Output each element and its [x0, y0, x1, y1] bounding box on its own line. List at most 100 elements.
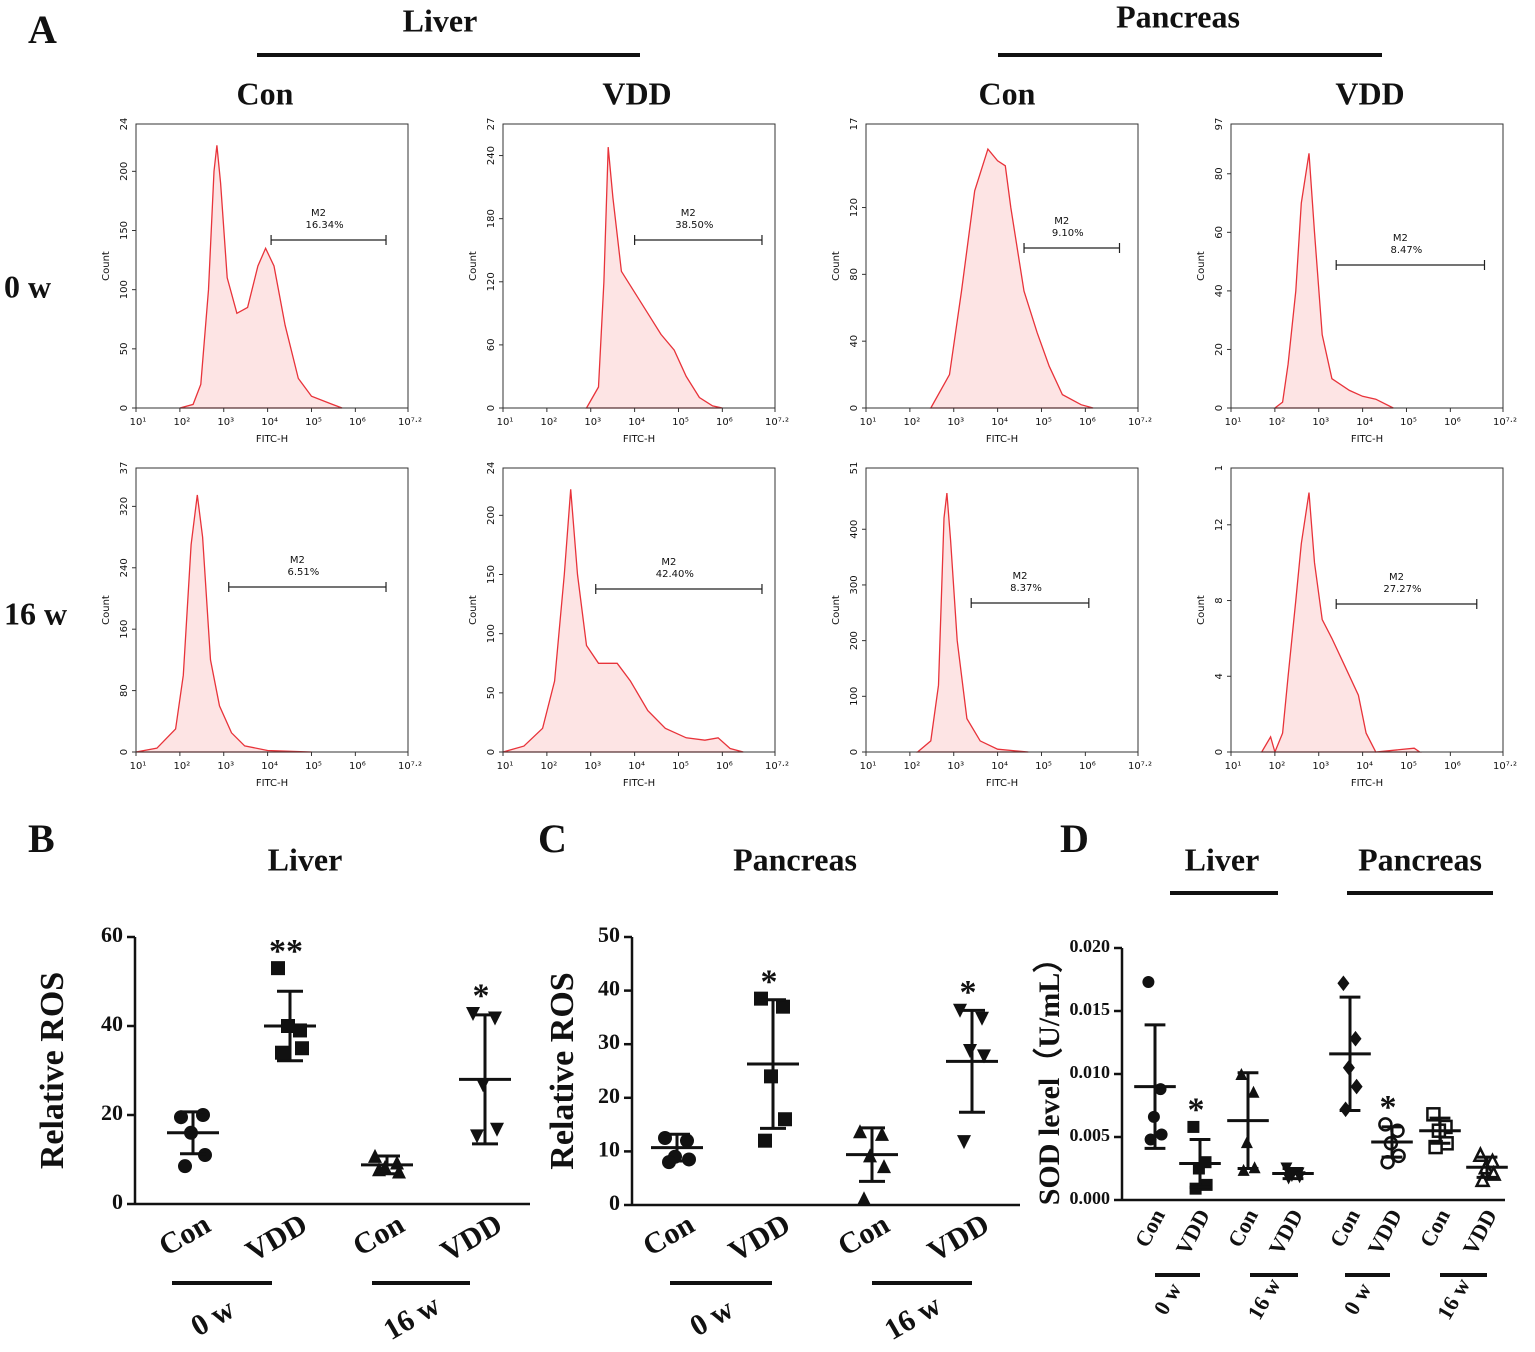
x-axis-label: FITC-H [1351, 778, 1383, 789]
histogram-curve [929, 147, 1094, 409]
x-tick-label: 10⁷·² [398, 417, 422, 428]
x-tick-label: VDD [240, 1207, 313, 1268]
chart-header: Liver [1185, 841, 1260, 877]
x-tick-label: VDD [1457, 1205, 1501, 1259]
x-axis-label: FITC-H [986, 778, 1018, 789]
group-label: 16 w [1432, 1274, 1475, 1324]
gate-name: M2 [1054, 216, 1069, 227]
gate-percent: 38.50% [675, 220, 713, 231]
significance: * [960, 974, 977, 1011]
histogram-curve [585, 147, 723, 409]
y-axis-label: Count [831, 251, 842, 281]
x-tick-label: 10³ [584, 761, 601, 772]
chart-title: Pancreas [733, 841, 857, 877]
y-tick-label: 40 [1214, 285, 1225, 298]
x-tick-label: 10⁴ [628, 761, 645, 772]
column-header: Con [979, 75, 1036, 111]
group-label: 16 w [1242, 1274, 1285, 1324]
data-point [1349, 1030, 1362, 1047]
y-axis-label: Count [468, 251, 479, 281]
data-point [275, 1045, 289, 1060]
gate-name: M2 [311, 208, 326, 219]
group-label: 0 w [1338, 1278, 1376, 1319]
y-axis-label: Relative ROS [544, 972, 581, 1169]
y-tick-label: 12 [1214, 518, 1225, 531]
x-tick-label: 10⁷·² [1493, 761, 1517, 772]
data-point [680, 1133, 694, 1148]
y-tick-label: 0 [119, 405, 130, 411]
x-tick-label: 10² [541, 761, 558, 772]
data-point [1155, 1128, 1168, 1141]
y-tick-label: 0.005 [1070, 1125, 1111, 1145]
x-tick-label: 10² [904, 417, 921, 428]
significance: * [1380, 1089, 1397, 1126]
y-tick-label: 0.020 [1070, 936, 1111, 956]
plot-frame [135, 123, 409, 409]
gate-name: M2 [1013, 571, 1028, 582]
column-header: VDD [1335, 75, 1404, 111]
x-axis-label: FITC-H [623, 778, 655, 789]
x-axis-label: FITC-H [256, 434, 288, 445]
x-tick-label: VDD [1263, 1205, 1307, 1259]
y-tick-label: 200 [486, 506, 497, 525]
x-tick-label: 10⁶ [1444, 761, 1461, 772]
y-tick-label: 240 [119, 558, 130, 577]
group-label: 0 w [185, 1292, 240, 1343]
x-tick-label: 10¹ [497, 761, 514, 772]
significance: * [761, 963, 778, 1000]
y-tick-label: 240 [486, 146, 497, 165]
y-tick-label: 10 [598, 1136, 620, 1161]
y-tick-label: 300 [849, 575, 860, 594]
y-tick-label: 0.015 [1070, 999, 1111, 1019]
plot-frame [865, 467, 1139, 753]
x-tick-label: 10² [541, 417, 558, 428]
plot-frame [502, 123, 776, 409]
y-tick-label: 80 [849, 268, 860, 281]
row-header: 16 w [4, 595, 67, 631]
x-tick-label: 10⁶ [1079, 761, 1096, 772]
x-axis-label: FITC-H [986, 434, 1018, 445]
histogram-curve [915, 493, 1029, 753]
plot-frame [135, 467, 409, 753]
x-tick-label: 10² [1269, 761, 1286, 772]
gate-name: M2 [681, 208, 696, 219]
data-point [174, 1110, 188, 1125]
x-tick-label: 10⁷·² [1493, 417, 1517, 428]
data-point [390, 1155, 404, 1170]
y-tick-label: 0 [119, 749, 130, 755]
y-axis-label: Count [1196, 251, 1207, 281]
group-label: 0 w [1148, 1278, 1186, 1319]
x-tick-label: Con [1222, 1205, 1262, 1251]
x-axis-label: FITC-H [256, 778, 288, 789]
y-tick-label: 200 [849, 631, 860, 650]
x-tick-label: 10² [1269, 417, 1286, 428]
significance: * [1188, 1092, 1205, 1129]
data-point [295, 1041, 309, 1056]
data-point [1337, 975, 1350, 992]
x-tick-label: Con [832, 1207, 895, 1262]
y-max-label: 27 [486, 118, 497, 131]
x-tick-label: 10⁴ [1356, 761, 1373, 772]
data-point [977, 1049, 991, 1064]
y-max-label: 24 [119, 118, 130, 131]
x-tick-label: 10⁵ [1400, 417, 1417, 428]
x-tick-label: VDD [435, 1207, 508, 1268]
x-tick-label: 10⁶ [1079, 417, 1096, 428]
data-point [764, 1069, 778, 1084]
y-tick-label: 20 [598, 1083, 620, 1108]
x-tick-label: VDD [723, 1207, 796, 1268]
data-point [877, 1159, 891, 1174]
y-tick-label: 0 [486, 405, 497, 411]
y-tick-label: 50 [598, 922, 620, 947]
y-tick-label: 80 [119, 684, 130, 697]
x-tick-label: Con [347, 1207, 410, 1262]
x-tick-label: 10⁷·² [1128, 417, 1152, 428]
y-tick-label: 100 [849, 687, 860, 706]
histogram-curve [1272, 153, 1394, 409]
group-label: 0 w [684, 1292, 739, 1343]
y-tick-label: 0 [849, 405, 860, 411]
x-tick-label: Con [153, 1207, 216, 1262]
data-point [776, 999, 790, 1014]
gate-percent: 9.10% [1052, 228, 1084, 239]
